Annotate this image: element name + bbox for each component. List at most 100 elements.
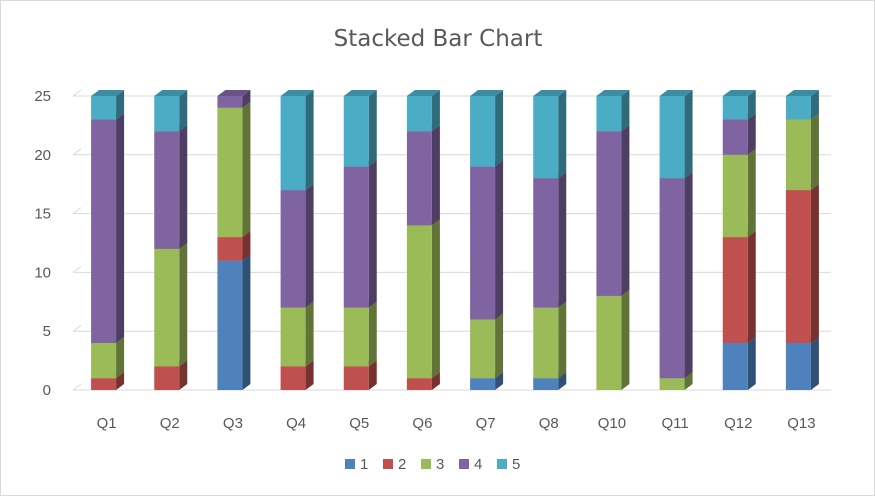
y-tick-label: 20 [34,147,51,164]
x-tick-label: Q10 [598,415,626,432]
legend-label: 4 [474,456,482,473]
gridline-depth [72,265,82,273]
bar-stack-q4 [280,90,314,390]
bar-side-series-5 [684,90,693,179]
x-tick-label: Q1 [97,415,117,432]
legend-label: 1 [360,456,368,473]
bar-stack-q2 [154,90,188,390]
x-tick-label: Q8 [539,415,559,432]
bar-side-series-4 [558,172,567,308]
bar-side-series-3 [431,219,440,379]
bar-segment-series-3 [659,378,685,390]
x-tick-label: Q6 [412,415,432,432]
bar-top-series-4 [217,90,251,96]
bar-side-series-3 [179,242,188,367]
bar-side-series-5 [179,90,188,132]
bar-segment-series-3 [91,342,117,379]
bar-segment-series-4 [722,119,748,155]
bar-stack-q6 [406,90,440,390]
x-tick-label: Q12 [724,415,752,432]
bar-segment-series-4 [343,166,369,308]
bar-side-series-3 [242,101,251,238]
legend-swatch [421,459,431,469]
bar-segment-series-4 [596,131,622,296]
gridline-depth [72,383,82,391]
bar-side-series-2 [810,184,819,343]
bar-side-series-1 [558,372,567,390]
bar-side-series-5 [747,90,756,120]
bar-side-series-4 [431,125,440,226]
bar-segment-series-5 [91,96,117,120]
bar-segment-series-5 [280,96,306,191]
bar-segment-series-2 [406,378,432,390]
bar-side-series-1 [747,336,756,390]
legend-swatch [459,459,469,469]
bar-side-series-4 [116,113,125,343]
bar-segment-series-5 [343,96,369,167]
bar-stack-q1 [91,90,125,390]
bar-top-series-5 [470,90,504,96]
bar-segment-series-3 [533,307,559,379]
bar-side-series-4 [495,160,504,320]
bar-stack-q12 [722,90,756,390]
bar-segment-series-5 [470,96,496,167]
bar-top-series-5 [533,90,567,96]
bar-segment-series-3 [280,307,306,367]
bar-stack-q10 [596,90,630,390]
bar-side-series-3 [621,289,630,390]
bar-stack-q11 [659,90,693,390]
legend-swatch [497,459,507,469]
x-tick-label: Q5 [349,415,369,432]
x-tick-label: Q2 [160,415,180,432]
bar-top-series-5 [280,90,314,96]
bar-top-series-5 [785,90,819,96]
bar-side-series-3 [684,372,693,390]
bar-side-series-5 [495,90,504,167]
bar-side-series-4 [305,184,314,308]
bar-segment-series-5 [785,96,811,120]
bar-side-series-2 [242,231,251,261]
bar-segment-series-2 [785,190,811,343]
bar-stack-q3 [217,90,251,390]
y-tick-label: 10 [34,264,51,281]
gridline-depth [72,324,82,332]
bar-stack-q5 [343,90,377,390]
bar-top-series-5 [406,90,440,96]
bar-side-series-5 [558,90,567,179]
x-tick-label: Q13 [787,415,815,432]
legend-label: 2 [398,456,406,473]
legend-swatch [383,459,393,469]
bars [91,90,819,390]
bar-top-series-5 [154,90,188,96]
y-axis-ticks: 0 5 10 15 20 25 [34,88,51,399]
bar-segment-series-4 [470,166,496,320]
gridline-depth [72,207,82,215]
bar-segment-series-5 [533,96,559,179]
bar-segment-series-3 [596,295,622,390]
bar-segment-series-4 [659,178,685,379]
y-tick-label: 5 [43,323,51,340]
bar-side-series-5 [621,90,630,132]
bar-segment-series-2 [280,366,306,390]
bar-segment-series-4 [280,190,306,308]
bar-segment-series-1 [470,378,496,390]
bar-segment-series-2 [722,237,748,343]
bar-side-series-3 [305,301,314,367]
bar-side-series-4 [684,172,693,379]
legend-label: 5 [512,456,520,473]
bar-side-series-2 [305,360,314,390]
y-tick-label: 0 [43,382,51,399]
bar-segment-series-4 [217,96,243,108]
bar-segment-series-3 [343,307,369,367]
bar-side-series-1 [242,254,251,390]
bar-side-series-2 [747,231,756,343]
y-tick-label: 25 [34,88,51,105]
bar-top-series-5 [722,90,756,96]
bar-side-series-4 [621,125,630,296]
bar-segment-series-4 [154,131,180,249]
bar-segment-series-3 [470,319,496,379]
bar-segment-series-5 [154,96,180,132]
legend-label: 3 [436,456,444,473]
bar-side-series-4 [747,113,756,155]
